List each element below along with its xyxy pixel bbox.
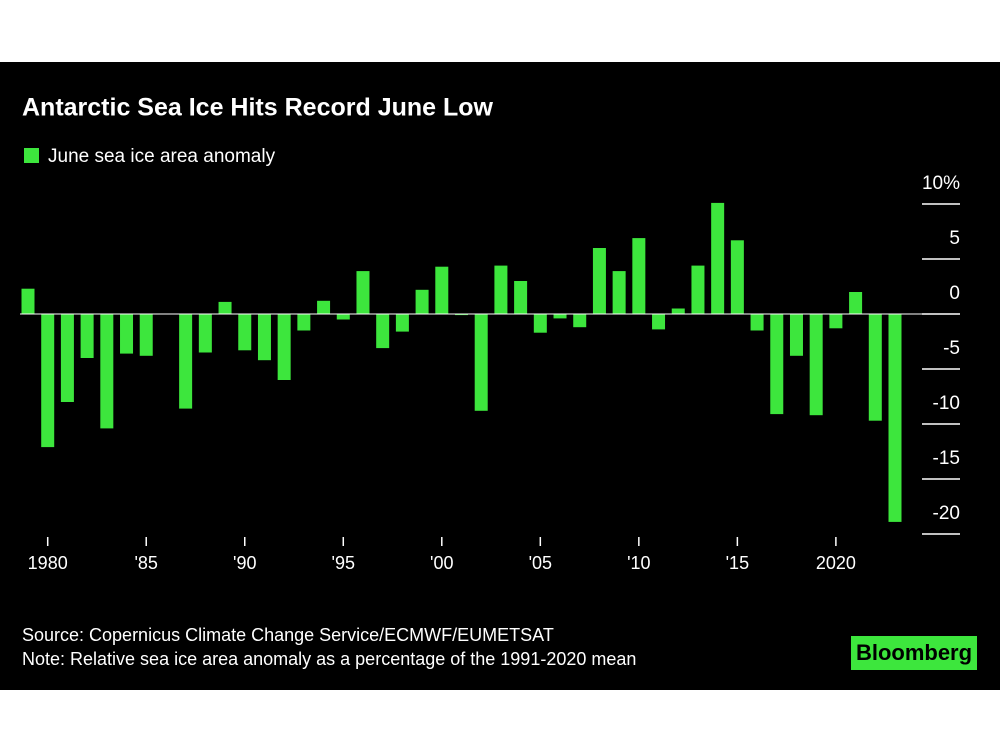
bar [415,289,429,314]
bar [750,314,764,331]
bar [376,314,390,349]
bar [60,314,74,402]
bar [612,271,626,314]
x-tick-label: 1980 [28,553,68,573]
bar [533,314,547,333]
background [0,62,1000,690]
bar [41,314,55,448]
y-tick-label: -10 [933,393,960,414]
bar [356,271,370,314]
x-tick-label: '05 [529,553,552,573]
bar [198,314,212,353]
legend-swatch [24,148,39,163]
bar [730,240,744,314]
bar [218,301,232,314]
bar [691,265,705,314]
chart-title: Antarctic Sea Ice Hits Record June Low [22,94,494,122]
bar [297,314,311,331]
bar [336,314,350,320]
bar [139,314,153,356]
x-tick-label: '10 [627,553,650,573]
bar [257,314,271,361]
logo: Bloomberg [856,640,972,665]
bar [652,314,666,330]
bar [179,314,193,409]
x-tick-label: '95 [332,553,355,573]
bar [435,266,449,314]
y-tick-label: 5 [949,228,960,249]
bar [868,314,882,421]
x-tick-label: '15 [726,553,749,573]
bar [395,314,409,332]
bar [829,314,843,329]
legend-label: June sea ice area anomaly [48,146,276,167]
x-tick-label: '00 [430,553,453,573]
bar [553,314,567,319]
bar [592,248,606,314]
bar [100,314,114,429]
bar [888,314,902,522]
bar [455,314,468,316]
bar [770,314,784,415]
bar [494,265,508,314]
bar [573,314,587,328]
bar [671,308,685,314]
bar [21,288,35,314]
bar [277,314,291,380]
y-tick-label: 0 [949,283,960,304]
y-tick-label: -5 [943,338,960,359]
x-tick-label: '90 [233,553,256,573]
bar [474,314,488,411]
y-tick-label: -20 [933,503,960,524]
bar [789,314,803,356]
bar [849,292,863,314]
y-tick-label: 10% [922,173,960,194]
source: Source: Copernicus Climate Change Servic… [22,625,554,645]
note: Note: Relative sea ice area anomaly as a… [22,649,636,669]
bar [514,281,528,314]
y-tick-label: -15 [933,448,960,469]
bar [711,202,725,314]
bar [632,238,646,314]
bar [120,314,134,354]
x-tick-label: '85 [134,553,157,573]
x-tick-label: 2020 [816,553,856,573]
bar [238,314,252,351]
logo-box [851,636,977,670]
bar [809,314,823,416]
bar [317,300,331,314]
bar [80,314,94,358]
